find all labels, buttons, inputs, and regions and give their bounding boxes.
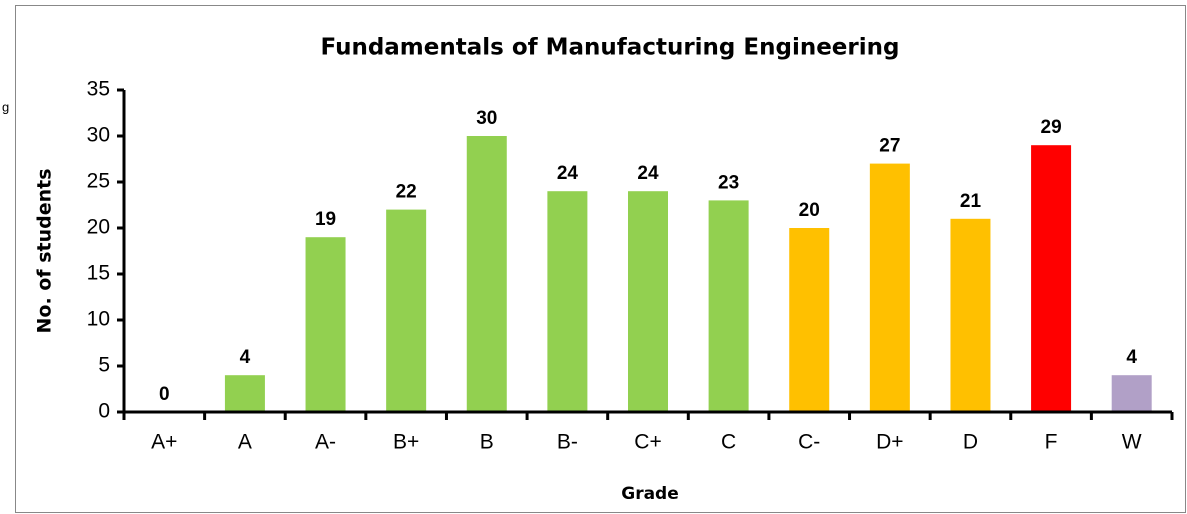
x-tick-label: B- <box>557 431 578 454</box>
data-label: 23 <box>718 172 739 193</box>
data-label: 4 <box>240 347 251 368</box>
chart-frame <box>15 5 1186 513</box>
x-tick-label: D <box>963 431 978 454</box>
bar <box>708 200 749 412</box>
y-tick-label: 5 <box>98 354 110 377</box>
bar <box>305 237 346 412</box>
bar <box>1031 145 1072 412</box>
bar <box>789 228 830 412</box>
bar <box>386 209 427 412</box>
bar <box>1111 375 1152 412</box>
x-tick-label: A <box>238 431 252 454</box>
bar <box>628 191 668 412</box>
data-label: 20 <box>799 200 820 221</box>
x-tick-label: D+ <box>876 431 903 454</box>
data-label: 27 <box>879 136 900 157</box>
x-tick-label: A+ <box>151 431 177 454</box>
y-tick-label: 35 <box>87 78 110 101</box>
fragment-text: g <box>2 99 9 114</box>
y-tick-label: 15 <box>87 262 110 285</box>
y-tick-label: 0 <box>98 400 110 423</box>
data-label: 19 <box>315 209 336 230</box>
x-tick-label: A- <box>315 431 336 454</box>
x-tick-label: F <box>1045 431 1058 454</box>
data-label: 29 <box>1041 117 1062 138</box>
x-tick-label: W <box>1122 431 1142 454</box>
y-tick-label: 20 <box>87 216 110 239</box>
y-tick-label: 10 <box>87 308 110 331</box>
data-label: 22 <box>396 182 417 203</box>
data-label: 24 <box>557 163 579 184</box>
x-tick-label: C+ <box>634 431 661 454</box>
data-label: 24 <box>637 163 659 184</box>
bar <box>224 375 265 412</box>
data-label: 0 <box>159 384 170 405</box>
x-tick-label: C- <box>798 431 820 454</box>
x-axis-label: Grade <box>621 484 679 504</box>
y-axis-label: No. of students <box>34 168 56 333</box>
bar <box>950 218 991 412</box>
data-label: 21 <box>960 191 982 212</box>
chart-title: Fundamentals of Manufacturing Engineerin… <box>321 35 900 61</box>
data-label: 30 <box>476 108 497 129</box>
x-tick-label: C <box>721 431 736 454</box>
bar <box>547 191 588 412</box>
data-label: 4 <box>1126 347 1137 368</box>
x-tick-label: B+ <box>393 431 419 454</box>
y-tick-label: 30 <box>87 124 110 147</box>
y-tick-label: 25 <box>87 170 110 193</box>
bar <box>869 163 910 412</box>
x-tick-label: B <box>480 431 494 454</box>
bar <box>466 136 507 412</box>
